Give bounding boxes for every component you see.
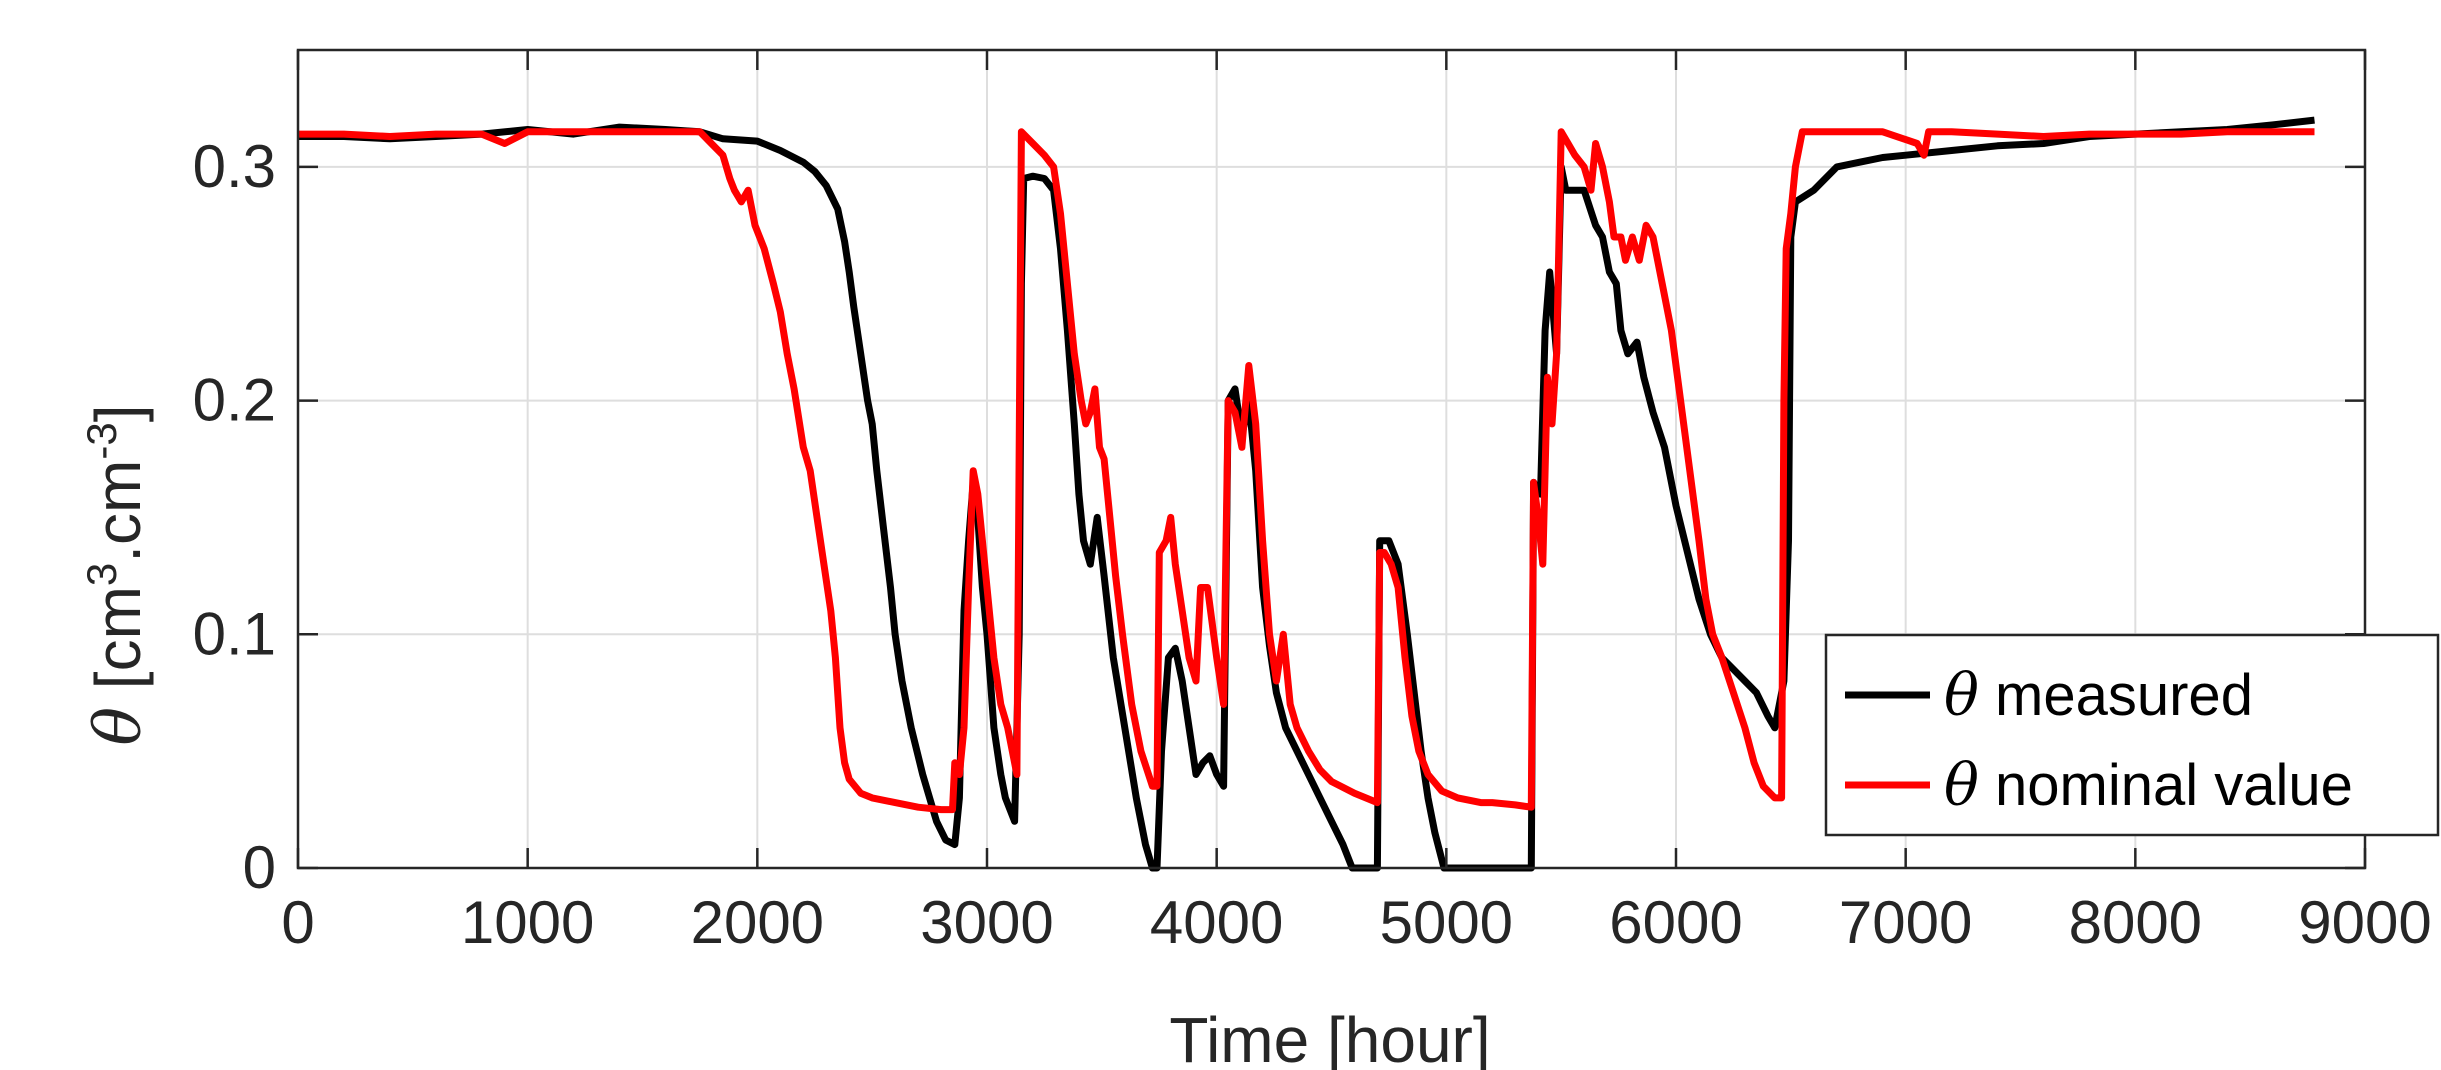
y-axis-label: θ [cm3.cm-3]	[78, 405, 156, 746]
x-tick-label: 2000	[691, 889, 824, 956]
legend-label-nominal: θ nominal value	[1944, 751, 2353, 819]
legend-label-measured: θ measured	[1944, 661, 2253, 729]
plot-area-frame	[296, 48, 2367, 870]
tick-labels: 0 1000 2000 3000 4000 5000 6000 7000 8000 9000 0 0.…	[193, 133, 2432, 956]
x-tick-label: 9000	[2298, 889, 2431, 956]
series-line-nominal	[298, 128, 2315, 814]
y-tick-label: 0	[243, 834, 276, 901]
x-axis-label: Time [hour]	[1169, 1004, 1490, 1070]
legend-theta-symbol: θ	[1944, 751, 1979, 819]
y-tick-label: 0.2	[193, 367, 276, 434]
legend: θ measured θ nominal value	[1824, 633, 2440, 837]
x-tick-label: 7000	[1839, 889, 1972, 956]
y-axis-unit-sup1: 3	[78, 563, 125, 586]
legend-theta-symbol: θ	[1944, 661, 1979, 729]
legend-nominal-text: nominal value	[1979, 753, 2353, 818]
x-tick-label: 4000	[1150, 889, 1283, 956]
x-tick-label: 8000	[2069, 889, 2202, 956]
y-tick-label: 0.3	[193, 133, 276, 200]
x-tick-label: 6000	[1609, 889, 1742, 956]
y-axis-unit-close: ]	[82, 405, 154, 423]
x-tick-label: 5000	[1380, 889, 1513, 956]
y-tick-label: 0.1	[193, 600, 276, 667]
y-axis-theta-symbol: θ	[82, 707, 156, 746]
y-axis-unit-sup2: -3	[78, 422, 125, 459]
legend-box	[1824, 633, 2440, 837]
series-line-measured	[298, 116, 2315, 872]
x-tick-label: 3000	[920, 889, 1053, 956]
y-axis-unit-mid: .cm	[82, 460, 154, 563]
series-layer	[298, 116, 2315, 872]
axes	[296, 48, 2367, 870]
y-axis-unit-open: [cm	[82, 586, 154, 707]
x-tick-label: 1000	[461, 889, 594, 956]
x-tick-label: 0	[281, 889, 314, 956]
legend-measured-text: measured	[1979, 663, 2253, 728]
